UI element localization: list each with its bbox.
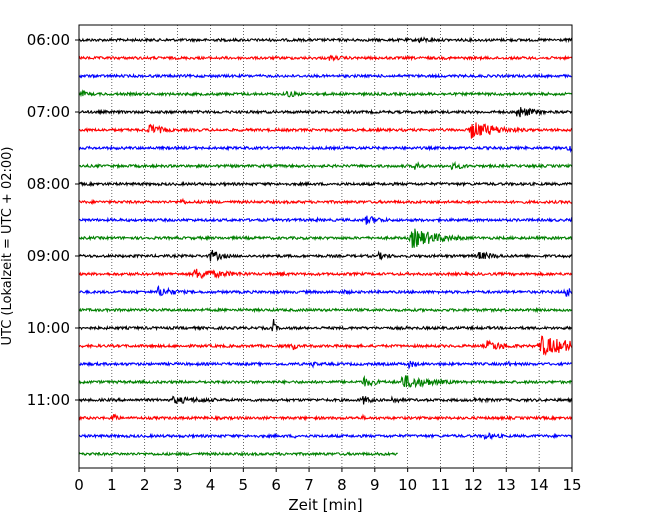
y-tick-label: 09:00	[27, 247, 70, 265]
x-tick-label: 6	[271, 476, 281, 494]
trace-06:00	[78, 36, 573, 44]
x-tick-label: 15	[562, 476, 581, 494]
trace-09:30	[78, 285, 573, 297]
trace-11:00	[78, 395, 573, 405]
trace-06:15	[78, 54, 573, 62]
x-tick-label: 9	[370, 476, 380, 494]
grid-lines	[111, 25, 540, 468]
trace-07:30	[78, 144, 573, 154]
trace-11:30	[78, 432, 573, 441]
x-tick-label: 13	[497, 476, 516, 494]
plot-frame	[78, 24, 573, 469]
x-tick-label: 10	[398, 476, 417, 494]
trace-09:00	[78, 249, 572, 262]
trace-08:15	[78, 197, 573, 206]
y-tick-label: 08:00	[27, 175, 70, 193]
y-tick-label: 06:00	[27, 31, 70, 49]
trace-08:45	[78, 228, 573, 248]
x-axis-label: Zeit [min]	[288, 496, 362, 514]
x-tick-label: 3	[173, 476, 183, 494]
trace-07:45	[78, 160, 573, 171]
x-tick-label: 1	[107, 476, 117, 494]
y-axis-label: UTC (Lokalzeit = UTC + 02:00)	[0, 147, 15, 346]
trace-06:45	[78, 89, 573, 98]
trace-11:45	[78, 450, 398, 458]
x-tick-label: 0	[74, 476, 84, 494]
trace-08:00	[78, 180, 573, 188]
trace-10:30	[78, 360, 573, 370]
x-tick-label: 8	[337, 476, 347, 494]
x-tick-label: 11	[431, 476, 450, 494]
trace-10:45	[78, 375, 573, 389]
y-tick-label: 07:00	[27, 103, 70, 121]
x-tick-label: 14	[530, 476, 549, 494]
x-tick-label: 7	[304, 476, 314, 494]
y-tick-label: 10:00	[27, 319, 70, 337]
trace-11:15	[78, 413, 573, 422]
y-tick-label: 11:00	[27, 391, 70, 409]
trace-07:15	[78, 122, 573, 139]
x-axis-ticks: 0 1 2 3 4 5 6 7 8 9 10 11 12 13 14 15	[74, 468, 582, 494]
x-tick-label: 4	[206, 476, 216, 494]
trace-09:15	[78, 268, 573, 280]
trace-08:30	[78, 215, 573, 225]
trace-10:15	[78, 335, 573, 357]
x-tick-label: 2	[140, 476, 150, 494]
x-tick-label: 12	[464, 476, 483, 494]
x-tick-label: 5	[239, 476, 249, 494]
trace-07:00	[79, 107, 573, 118]
trace-06:30	[78, 72, 572, 80]
y-axis-ticks: 06:00 07:00 08:00 09:00 10:00 11:00	[27, 31, 79, 409]
trace-10:00	[78, 318, 573, 332]
trace-09:45	[78, 306, 573, 314]
seismogram-traces	[78, 36, 573, 458]
